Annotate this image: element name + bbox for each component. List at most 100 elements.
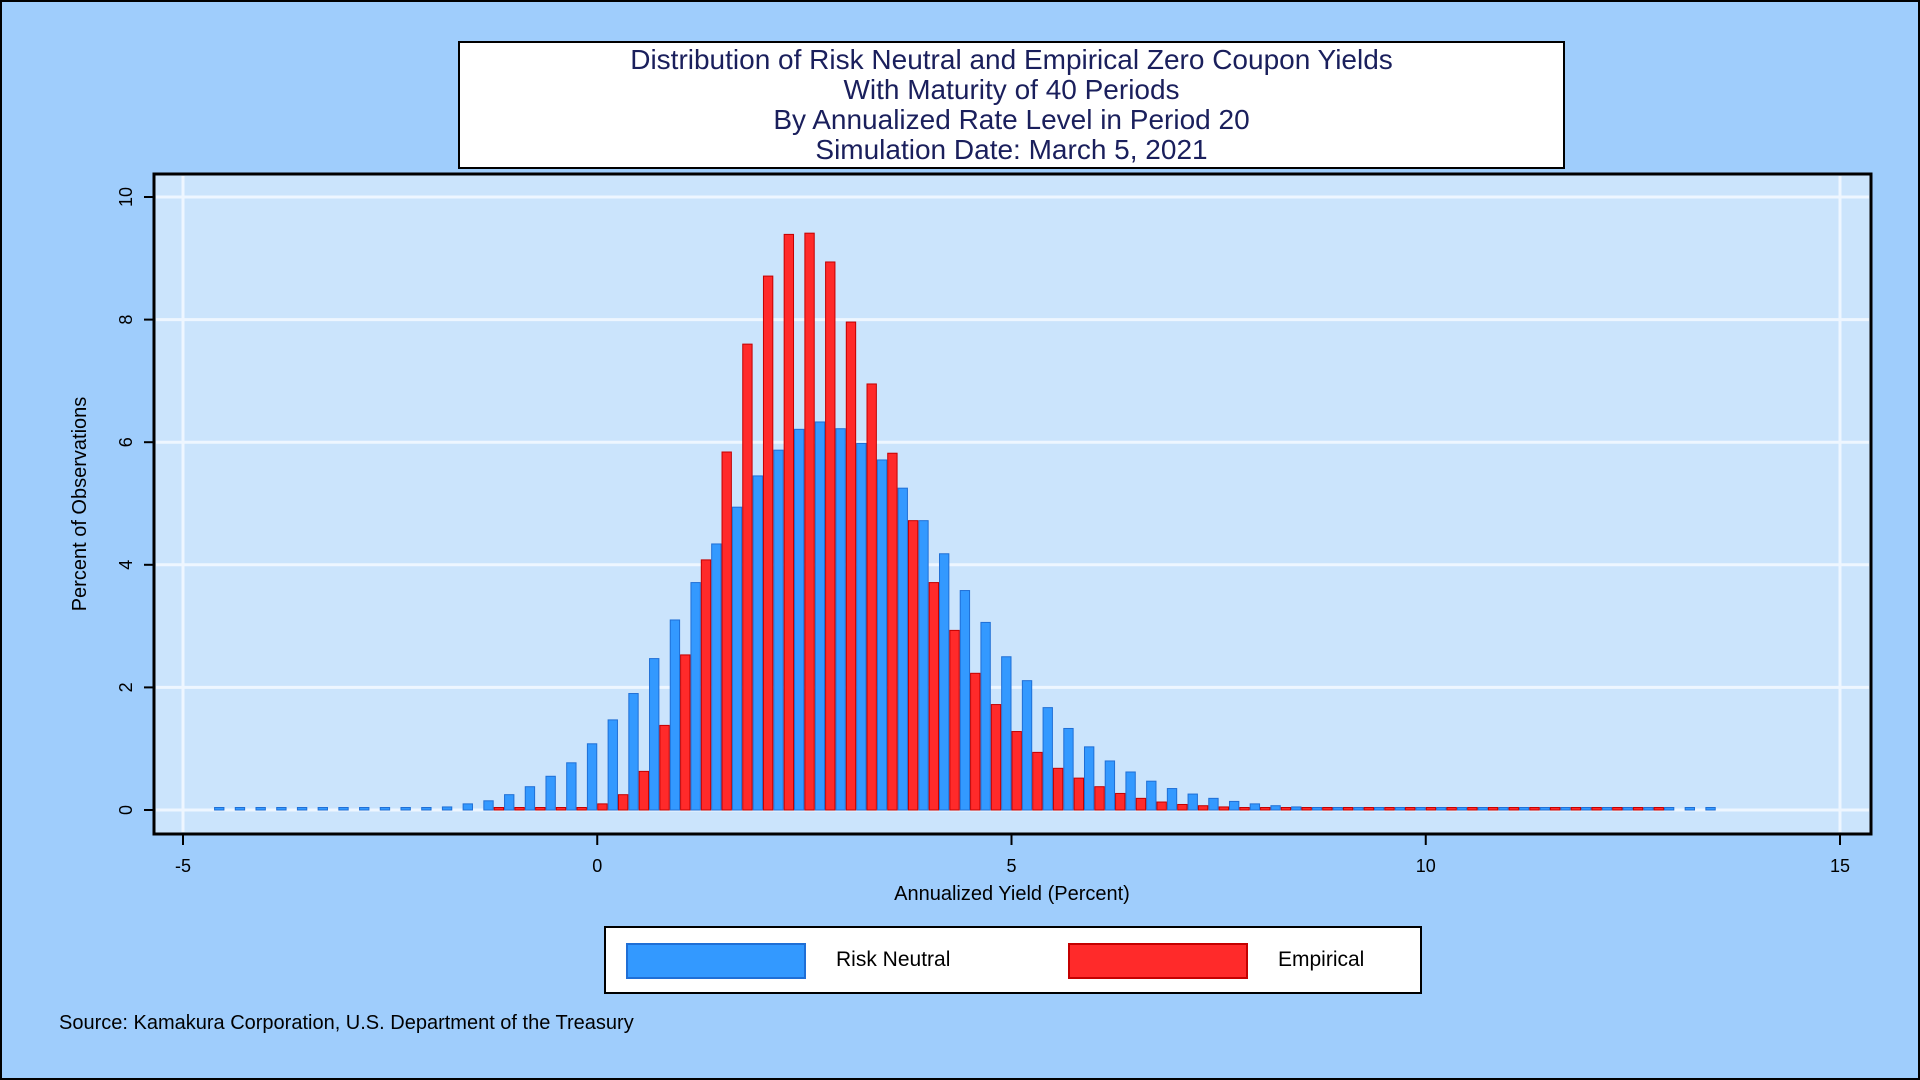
bar-risk-neutral bbox=[980, 621, 991, 811]
bar-empirical bbox=[1405, 807, 1416, 811]
bar-risk-neutral bbox=[276, 807, 287, 811]
bar-empirical bbox=[887, 452, 898, 811]
bar-risk-neutral bbox=[1332, 807, 1343, 811]
bar-risk-neutral bbox=[794, 428, 805, 811]
chart-title: Distribution of Risk Neutral and Empiric… bbox=[458, 41, 1565, 169]
y-tick-label: 4 bbox=[116, 560, 136, 570]
bar-risk-neutral bbox=[628, 693, 639, 811]
bar-risk-neutral bbox=[731, 506, 743, 811]
y-tick-label: 2 bbox=[116, 682, 136, 692]
axes: 0 2 4 6 8 10 -5 0 5 10 15 bbox=[116, 187, 1850, 876]
bar-risk-neutral bbox=[234, 807, 246, 811]
bar-risk-neutral bbox=[897, 487, 908, 811]
bar-empirical bbox=[1632, 807, 1644, 811]
bar-empirical bbox=[721, 451, 732, 811]
bar-empirical bbox=[1508, 807, 1519, 811]
legend: Risk Neutral Empirical bbox=[604, 926, 1422, 994]
bar-risk-neutral bbox=[1001, 656, 1012, 811]
y-tick-label: 6 bbox=[116, 437, 136, 447]
bar-risk-neutral bbox=[1498, 807, 1509, 811]
plot-area bbox=[152, 172, 1873, 836]
bar-empirical bbox=[1384, 807, 1395, 811]
bar-risk-neutral bbox=[607, 719, 618, 811]
bar-risk-neutral bbox=[1622, 807, 1633, 811]
y-tick-label: 0 bbox=[116, 805, 136, 815]
bar-risk-neutral bbox=[1373, 807, 1385, 811]
bar-risk-neutral bbox=[1705, 807, 1716, 811]
bar-empirical bbox=[783, 233, 795, 811]
bar-empirical bbox=[949, 629, 960, 811]
bar-risk-neutral bbox=[255, 807, 266, 811]
bar-empirical bbox=[742, 343, 753, 811]
bar-empirical bbox=[1342, 807, 1354, 811]
bar-empirical bbox=[1135, 797, 1147, 811]
bar-empirical bbox=[1322, 807, 1333, 811]
bar-risk-neutral bbox=[524, 786, 536, 811]
bar-risk-neutral bbox=[504, 794, 515, 811]
bar-risk-neutral bbox=[483, 800, 494, 811]
bar-empirical bbox=[1197, 805, 1209, 811]
bar-empirical bbox=[1260, 807, 1271, 811]
x-tick-label: 5 bbox=[1006, 856, 1016, 876]
bar-empirical bbox=[659, 724, 670, 811]
legend-label-empirical: Empirical bbox=[1278, 948, 1365, 971]
bar-risk-neutral bbox=[1643, 807, 1654, 811]
bar-empirical bbox=[1612, 807, 1623, 811]
bar-risk-neutral bbox=[856, 442, 867, 811]
bar-empirical bbox=[1570, 807, 1582, 811]
bar-empirical bbox=[1425, 807, 1437, 811]
bar-risk-neutral bbox=[379, 807, 391, 811]
bar-risk-neutral bbox=[690, 582, 701, 811]
bar-empirical bbox=[576, 807, 587, 811]
bar-risk-neutral bbox=[1394, 807, 1406, 811]
bar-risk-neutral bbox=[1063, 727, 1074, 811]
bar-risk-neutral bbox=[421, 807, 432, 811]
bar-empirical bbox=[597, 803, 608, 811]
bar-empirical bbox=[866, 383, 877, 811]
y-tick-label: 10 bbox=[116, 187, 136, 207]
bar-risk-neutral bbox=[400, 807, 411, 811]
bar-empirical bbox=[907, 520, 919, 811]
bar-empirical bbox=[680, 654, 691, 811]
bar-risk-neutral bbox=[1477, 807, 1488, 811]
legend-swatch-empirical bbox=[1068, 943, 1248, 979]
bar-risk-neutral bbox=[1684, 807, 1696, 811]
legend-label-risk-neutral: Risk Neutral bbox=[836, 948, 951, 971]
bar-empirical bbox=[555, 807, 567, 811]
y-tick-label: 8 bbox=[116, 315, 136, 325]
bar-risk-neutral bbox=[586, 743, 598, 811]
bars bbox=[214, 232, 1716, 811]
bar-risk-neutral bbox=[835, 428, 846, 811]
bar-risk-neutral bbox=[959, 590, 971, 811]
bar-risk-neutral bbox=[359, 807, 370, 811]
title-line: Simulation Date: March 5, 2021 bbox=[815, 134, 1208, 165]
bar-empirical bbox=[1177, 803, 1188, 811]
bar-risk-neutral bbox=[214, 807, 225, 811]
bar-empirical bbox=[617, 794, 629, 811]
bar-empirical bbox=[1156, 801, 1167, 811]
bar-empirical bbox=[1467, 807, 1478, 811]
bar-risk-neutral bbox=[939, 553, 950, 811]
bar-empirical bbox=[493, 807, 505, 811]
bar-risk-neutral bbox=[317, 807, 328, 811]
bar-risk-neutral bbox=[1663, 807, 1675, 811]
x-tick-label: 0 bbox=[592, 856, 602, 876]
bar-empirical bbox=[845, 321, 857, 811]
bar-risk-neutral bbox=[1560, 807, 1571, 811]
bar-risk-neutral bbox=[1166, 788, 1178, 811]
bar-empirical bbox=[1032, 751, 1043, 811]
bar-risk-neutral bbox=[462, 803, 473, 811]
bar-empirical bbox=[1094, 786, 1105, 811]
bar-empirical bbox=[514, 807, 525, 811]
bar-empirical bbox=[1529, 807, 1540, 811]
legend-swatch-risk-neutral bbox=[626, 943, 806, 979]
bar-empirical bbox=[1591, 807, 1602, 811]
bar-risk-neutral bbox=[814, 421, 826, 811]
bar-empirical bbox=[970, 672, 981, 811]
bar-risk-neutral bbox=[1228, 800, 1240, 811]
bar-risk-neutral bbox=[669, 619, 681, 811]
bar-empirical bbox=[1052, 767, 1064, 811]
bar-risk-neutral bbox=[1415, 807, 1426, 811]
bar-empirical bbox=[1011, 731, 1022, 811]
